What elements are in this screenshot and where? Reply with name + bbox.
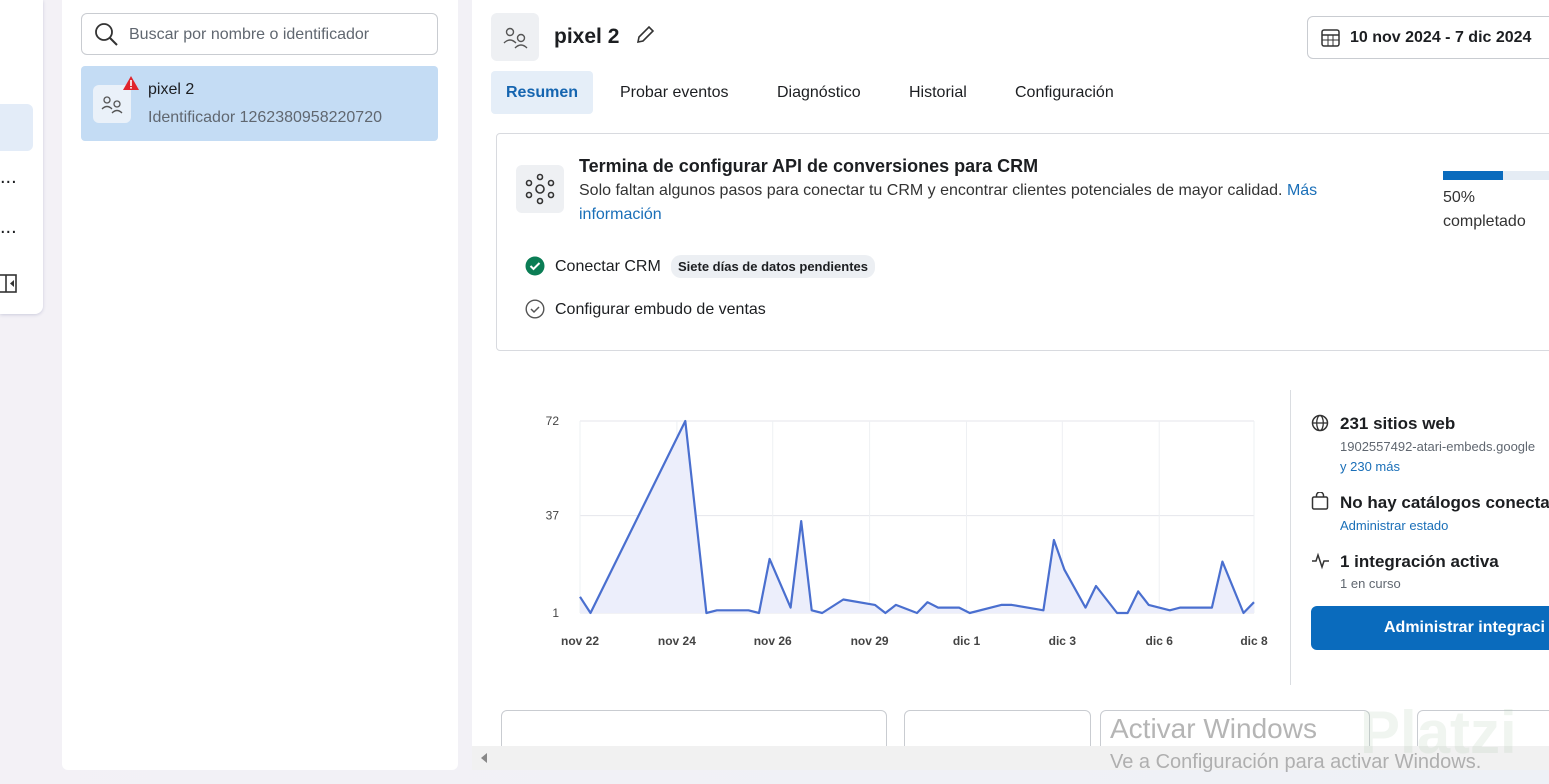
search-icon [95,23,118,46]
info-website-more[interactable]: y 230 más [1340,459,1400,474]
progress-fill [1443,171,1503,180]
step-label: Configurar embudo de ventas [555,301,766,318]
calendar-icon [1321,29,1340,47]
filter-control[interactable] [1100,710,1370,746]
info-integrations: 1 integración activa [1340,552,1499,571]
globe-icon [1311,414,1329,432]
header-icon [491,13,539,61]
step-label: Conectar CRM [555,258,661,275]
button-label: Administrar integraci [1384,619,1545,636]
edit-icon[interactable] [634,24,656,46]
progress-track [1443,171,1549,180]
date-range: 10 nov 2024 - 7 dic 2024 [1350,29,1532,46]
main-panel: pixel 2 10 nov 2024 - 7 dic 2024 Resumen… [472,0,1549,746]
watermark-subtitle: Ve a Configuración para activar Windows. [1110,751,1482,773]
pixel-icon [93,85,131,123]
y-tick-label: 72 [546,414,560,428]
scrollbar[interactable] [472,746,1549,770]
tab[interactable]: Configuración [1015,84,1114,101]
tab[interactable]: Resumen [491,71,594,114]
search-placeholder: Buscar por nombre o identificador [129,26,370,43]
more-info-link[interactable]: Más información [579,182,1318,223]
setup-card: Termina de configurar API de conversione… [496,133,1549,351]
filter-control[interactable] [904,710,1091,746]
y-tick-label: 1 [552,606,559,620]
x-tick-label: dic 3 [1049,634,1077,648]
info-catalogs: No hay catálogos conecta [1340,493,1549,512]
header-title: pixel 2 [554,25,620,48]
tab[interactable]: Diagnóstico [777,84,861,101]
card-icon [516,165,564,213]
info-websites: 231 sitios web [1340,414,1456,433]
pulse-icon [1312,552,1329,570]
line [579,419,1255,615]
sidebar: Buscar por nombre o identificador pixel … [62,0,458,770]
tab[interactable]: Probar eventos [620,84,729,101]
pixel-item[interactable]: pixel 2 Identificador 1262380958220720 [81,66,438,141]
x-tick-label: nov 29 [851,634,889,648]
x-tick-label: nov 22 [561,634,599,648]
progress-label: 50% [1443,189,1476,206]
pixel-id: Identificador 1262380958220720 [148,109,382,126]
step-done-icon [525,256,545,276]
x-tick-label: nov 26 [754,634,792,648]
x-tick-label: dic 6 [1146,634,1174,648]
bag-icon [1311,492,1329,510]
x-tick-label: dic 1 [953,634,981,648]
collapse-icon[interactable] [0,272,20,296]
warning-icon [123,76,139,90]
watermark-logo: Platzi [1360,699,1517,766]
manage-button[interactable]: Administrar integraci [1311,606,1549,650]
nav-active[interactable] [0,104,33,151]
card-title: Termina de configurar API de conversione… [579,156,1039,176]
info-catalogs-link[interactable]: Administrar estado [1340,518,1449,533]
description-text: Solo faltan algunos pasos para conectar … [579,182,1283,199]
watermark-title: Activar Windows [1110,713,1317,744]
info-integrations-sub: 1 en curso [1340,576,1401,591]
card-description: Solo faltan algunos pasos para conectar … [579,179,1369,227]
area [580,421,1254,613]
y-tick-label: 37 [546,509,560,523]
step-pending-icon [525,299,545,319]
search-box[interactable]: Buscar por nombre o identificador [81,13,438,55]
info-website-example: 1902557492-atari-embeds.google [1340,439,1536,454]
divider [1290,390,1291,685]
x-tick-label: nov 24 [658,634,696,648]
nav-item[interactable]: ... [0,166,17,188]
step-badge: Siete días de datos pendientes [671,255,875,278]
tab[interactable]: Historial [909,84,967,101]
chart: 1 37 72 nov 22 nov 24 nov 26 nov 29 dic 1 dic 3 d… [546,414,1268,648]
x-tick-label: dic 8 [1240,634,1268,648]
pixel-name: pixel 2 [148,81,195,98]
filter-control[interactable] [501,710,887,746]
nav-item[interactable]: ... [0,216,17,238]
date-picker[interactable]: 10 nov 2024 - 7 dic 2024 [1307,16,1549,59]
filter-control[interactable] [1417,710,1549,746]
progress-text: completado [1443,213,1526,230]
left-nav: ... ... [0,0,43,314]
